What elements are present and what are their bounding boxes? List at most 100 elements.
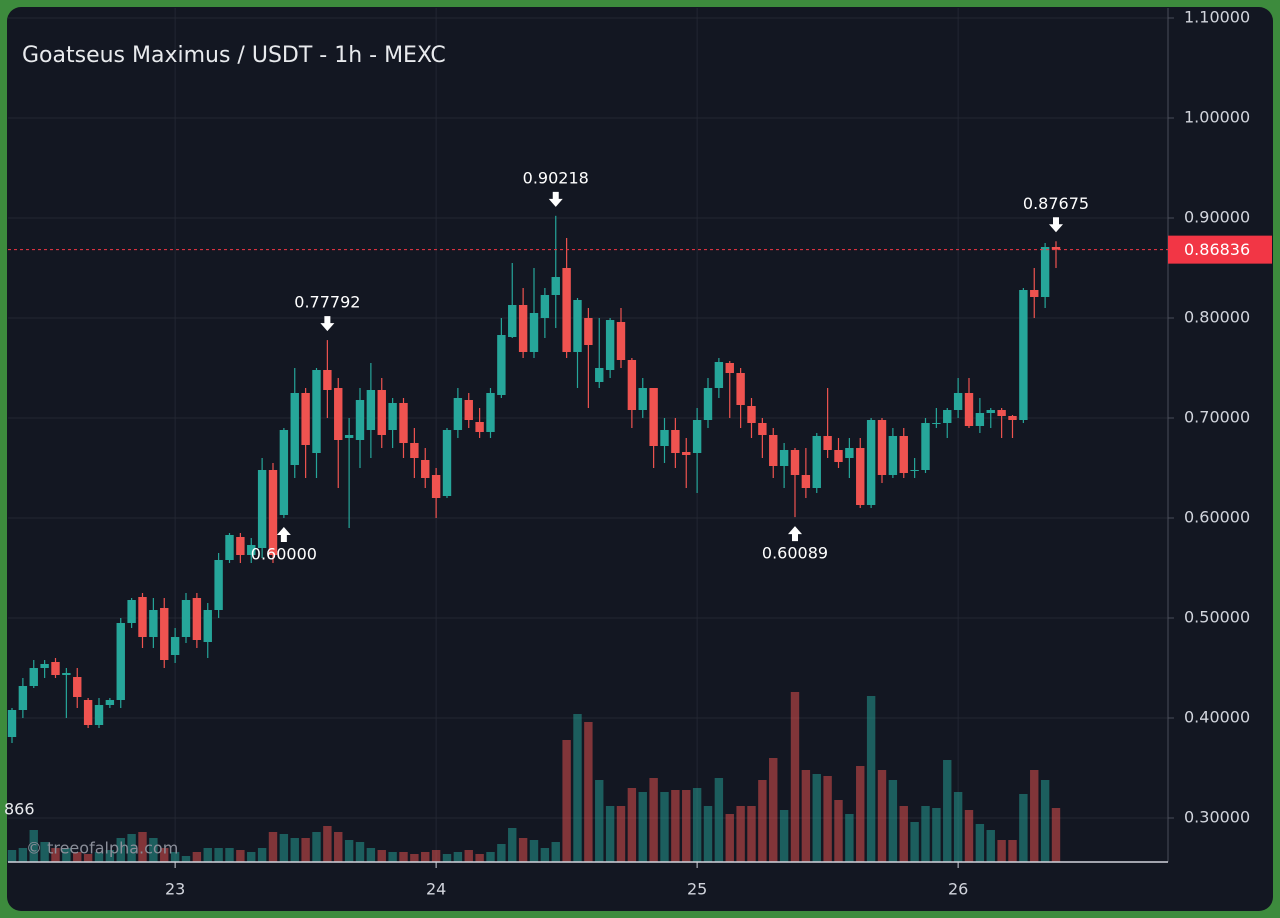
volume-bar xyxy=(268,832,278,862)
candle-body xyxy=(431,475,441,498)
volume-bar xyxy=(138,832,147,862)
candle-body xyxy=(203,610,212,642)
candle-body xyxy=(1030,290,1039,297)
volume-bar xyxy=(823,776,832,862)
candle-body xyxy=(562,268,571,352)
annotation-arrow xyxy=(276,527,291,542)
candle-body xyxy=(682,452,691,455)
candle-body xyxy=(758,423,767,435)
volume-bar xyxy=(149,838,158,862)
candle-body xyxy=(105,700,115,705)
volume-bar xyxy=(29,830,38,862)
candle-body xyxy=(845,448,854,458)
volume-bar xyxy=(834,800,843,862)
candle-body xyxy=(214,560,223,610)
candle-body xyxy=(595,368,604,382)
volume-bar xyxy=(442,854,452,862)
volume-bar xyxy=(73,852,82,862)
volume-bar xyxy=(1040,780,1050,862)
candle-body xyxy=(138,597,147,637)
volume-bar xyxy=(366,848,376,862)
candle-body xyxy=(584,318,593,345)
candle-body xyxy=(18,686,28,710)
candle-body xyxy=(51,662,60,675)
volume-bar xyxy=(453,852,463,862)
x-tick-label: 26 xyxy=(948,880,968,899)
candle-body xyxy=(486,393,495,432)
candle-body xyxy=(497,335,506,395)
volume-bar xyxy=(921,806,930,862)
candle-body xyxy=(660,430,669,446)
volume-bar xyxy=(1019,794,1028,862)
volume-bar xyxy=(355,842,365,862)
candle-body xyxy=(877,420,887,475)
volume-bar xyxy=(247,852,256,862)
candle-body xyxy=(540,295,550,318)
candles xyxy=(7,215,1061,743)
volume-bar xyxy=(214,848,223,862)
volume-bar xyxy=(1008,840,1017,862)
candle-body xyxy=(910,470,919,471)
volume-bar xyxy=(301,838,310,862)
candle-body xyxy=(453,398,463,430)
candle-body xyxy=(747,406,756,423)
candle-body xyxy=(529,313,539,352)
volume-bar xyxy=(290,838,299,862)
y-tick-label: 0.30000 xyxy=(1184,808,1250,827)
candle-body xyxy=(616,322,626,360)
volume xyxy=(7,692,1061,862)
annotation-arrow xyxy=(787,526,802,542)
candle-body xyxy=(986,410,995,413)
x-tick-label: 24 xyxy=(426,880,446,899)
volume-bar xyxy=(736,806,745,862)
grid xyxy=(8,8,1168,862)
candle-body xyxy=(225,535,234,560)
volume-bar xyxy=(877,770,887,862)
candle-body xyxy=(736,373,745,405)
volume-bar xyxy=(518,838,528,862)
candle-body xyxy=(627,360,637,410)
annotation-label: 0.60089 xyxy=(762,544,828,563)
annotation-arrow xyxy=(1048,217,1063,233)
volume-bar xyxy=(986,830,995,862)
candle-body xyxy=(170,637,180,655)
volume-bar xyxy=(801,770,811,862)
candle-body xyxy=(475,422,484,432)
candle-body xyxy=(334,388,343,440)
volume-bar xyxy=(7,850,17,862)
candle-body xyxy=(410,443,419,458)
annotation-arrow xyxy=(320,316,335,332)
candle-body xyxy=(812,436,821,488)
candle-body xyxy=(377,390,386,435)
volume-bar xyxy=(105,850,115,862)
candle-body xyxy=(1019,290,1028,420)
volume-bar xyxy=(758,780,767,862)
candle-body xyxy=(192,598,202,640)
volume-bar xyxy=(562,740,571,862)
candle-body xyxy=(866,420,876,505)
volume-bar xyxy=(638,792,647,862)
volume-bar xyxy=(660,792,669,862)
y-tick-label: 0.60000 xyxy=(1184,508,1250,527)
y-tick-label: 0.70000 xyxy=(1184,408,1250,427)
candle-body xyxy=(464,400,473,420)
candle-body xyxy=(856,448,865,505)
panel xyxy=(7,7,1273,911)
volume-bar xyxy=(170,852,180,862)
volume-bar xyxy=(714,778,724,862)
volume-bar xyxy=(486,852,495,862)
volume-bar xyxy=(975,824,985,862)
candle-body xyxy=(964,393,974,426)
volume-bar xyxy=(910,822,919,862)
candle-body xyxy=(355,400,365,440)
candle-body xyxy=(344,435,354,438)
volume-bar xyxy=(160,848,169,862)
volume-bar xyxy=(682,790,691,862)
volume-bar xyxy=(83,854,93,862)
candle-body xyxy=(790,450,800,475)
candle-body xyxy=(181,600,191,637)
volume-bar xyxy=(116,838,125,862)
volume-bar xyxy=(225,848,234,862)
volume-bar xyxy=(312,832,321,862)
volume-bar xyxy=(62,848,71,862)
